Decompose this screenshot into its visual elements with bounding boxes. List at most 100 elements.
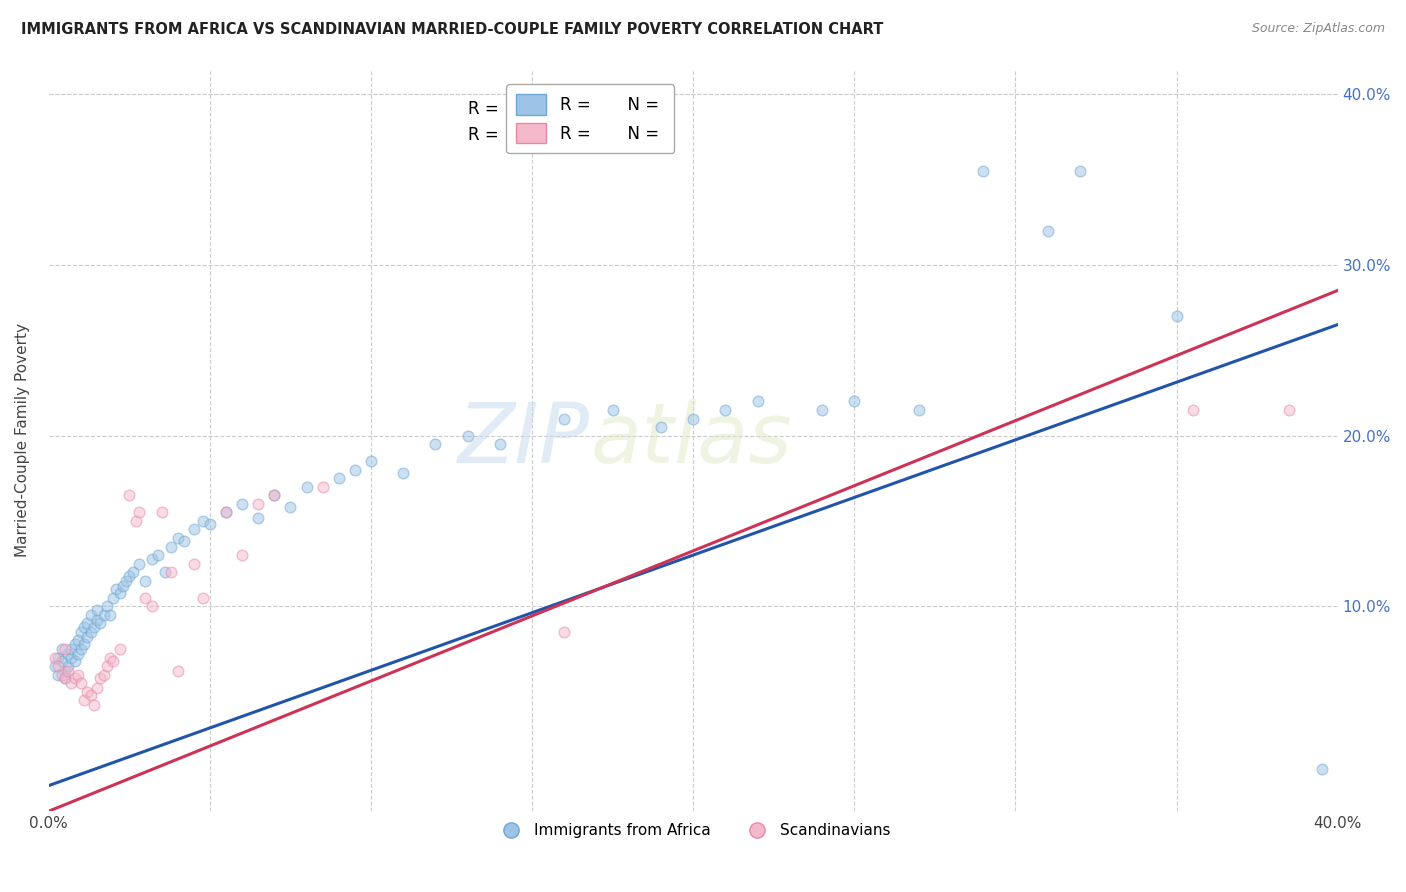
Point [392, 466, 415, 480]
Point [1069, 164, 1091, 178]
Point [134, 591, 156, 605]
Point [56, 664, 79, 678]
Point [166, 531, 188, 545]
Point [73, 693, 96, 707]
Point [83, 698, 105, 713]
Point [60, 676, 83, 690]
Point [79, 607, 101, 622]
Point [134, 574, 156, 588]
Point [128, 557, 150, 571]
Point [86, 603, 108, 617]
Point [148, 548, 170, 562]
Point [70, 624, 93, 639]
Point [1166, 309, 1188, 323]
Point [183, 557, 205, 571]
Point [53, 642, 76, 657]
Point [53, 671, 76, 685]
Point [73, 637, 96, 651]
Point [553, 411, 575, 425]
Point [48, 667, 70, 681]
Point [231, 548, 253, 562]
Point [70, 642, 93, 657]
Point [118, 488, 141, 502]
Point [280, 500, 302, 515]
Point [150, 505, 173, 519]
Point [972, 164, 994, 178]
Text: ZIP: ZIP [458, 400, 591, 481]
Point [714, 403, 737, 417]
Point [44, 659, 66, 673]
Point [1310, 762, 1333, 776]
Point [247, 497, 270, 511]
Point [89, 616, 111, 631]
Point [115, 574, 138, 588]
Point [105, 582, 128, 597]
Point [747, 394, 769, 409]
Point [247, 510, 270, 524]
Text: 0.633: 0.633 [510, 127, 562, 145]
Point [193, 591, 215, 605]
Point [118, 568, 141, 582]
Point [66, 647, 89, 661]
Point [215, 505, 238, 519]
Point [103, 654, 125, 668]
Point [86, 681, 108, 696]
Text: R =: R = [468, 101, 503, 119]
Point [602, 403, 624, 417]
Point [63, 671, 86, 685]
Point [76, 630, 98, 644]
Point [263, 488, 285, 502]
Point [83, 620, 105, 634]
Point [125, 514, 148, 528]
Point [128, 505, 150, 519]
Point [60, 650, 83, 665]
Point [44, 650, 66, 665]
Point [96, 659, 118, 673]
Point [193, 514, 215, 528]
Point [48, 650, 70, 665]
Text: N =: N = [554, 127, 602, 145]
Text: Source: ZipAtlas.com: Source: ZipAtlas.com [1251, 22, 1385, 36]
Point [844, 394, 866, 409]
Point [231, 497, 253, 511]
Point [76, 684, 98, 698]
Point [682, 411, 704, 425]
Point [60, 642, 83, 657]
Point [73, 620, 96, 634]
Point [98, 607, 121, 622]
Point [66, 633, 89, 648]
Point [70, 676, 93, 690]
Point [51, 667, 73, 681]
Point [121, 565, 143, 579]
Text: 0.713: 0.713 [510, 101, 562, 119]
Point [141, 599, 163, 614]
Point [183, 523, 205, 537]
Point [328, 471, 350, 485]
Point [311, 480, 333, 494]
Point [295, 480, 318, 494]
Point [96, 599, 118, 614]
Y-axis label: Married-Couple Family Poverty: Married-Couple Family Poverty [15, 323, 30, 557]
Point [51, 654, 73, 668]
Point [66, 667, 89, 681]
Point [79, 688, 101, 702]
Point [811, 403, 834, 417]
Point [141, 551, 163, 566]
Point [108, 642, 131, 657]
Text: IMMIGRANTS FROM AFRICA VS SCANDINAVIAN MARRIED-COUPLE FAMILY POVERTY CORRELATION: IMMIGRANTS FROM AFRICA VS SCANDINAVIAN M… [21, 22, 883, 37]
Point [63, 654, 86, 668]
Point [166, 664, 188, 678]
Point [153, 565, 176, 579]
Point [108, 585, 131, 599]
Point [198, 517, 221, 532]
Point [215, 505, 238, 519]
Point [1181, 403, 1204, 417]
Point [160, 565, 183, 579]
Point [425, 437, 447, 451]
Point [56, 659, 79, 673]
Point [103, 591, 125, 605]
Text: R =: R = [468, 127, 503, 145]
Point [457, 428, 479, 442]
Point [89, 671, 111, 685]
Point [360, 454, 382, 468]
